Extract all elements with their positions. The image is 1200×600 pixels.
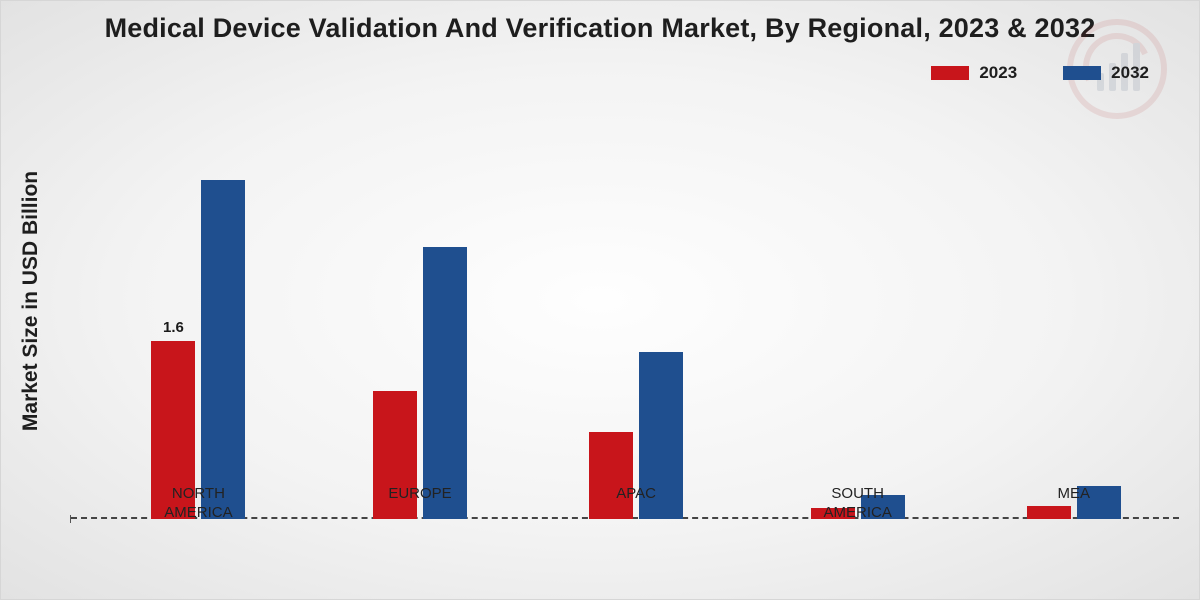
category-label-mea: MEA xyxy=(1057,485,1090,504)
category-label-north_america: NORTH AMERICA xyxy=(164,485,232,523)
chart-title: Medical Device Validation And Verificati… xyxy=(1,13,1199,44)
category-label-europe: EUROPE xyxy=(388,485,451,504)
legend-label-2023: 2023 xyxy=(979,63,1017,83)
legend-item-2023: 2023 xyxy=(931,63,1017,83)
y-axis-label: Market Size in USD Billion xyxy=(19,171,43,431)
bar-north_america-2032 xyxy=(201,180,245,519)
legend-swatch-2023 xyxy=(931,66,969,80)
category-label-apac: APAC xyxy=(616,485,656,504)
legend-item-2032: 2032 xyxy=(1063,63,1149,83)
legend-swatch-2032 xyxy=(1063,66,1101,80)
y-axis-tick-zero xyxy=(64,515,71,523)
bar-group-north_america: 1.6 xyxy=(151,180,245,519)
plot-area: 1.6 NORTH AMERICAEUROPEAPACSOUTH AMERICA… xyxy=(71,121,1179,519)
category-label-south_america: SOUTH AMERICA xyxy=(824,485,892,523)
legend: 2023 2032 xyxy=(931,63,1149,83)
bar-value-label: 1.6 xyxy=(163,319,184,336)
legend-label-2032: 2032 xyxy=(1111,63,1149,83)
